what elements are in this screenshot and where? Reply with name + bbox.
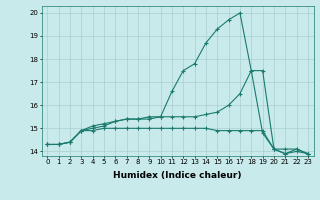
X-axis label: Humidex (Indice chaleur): Humidex (Indice chaleur) xyxy=(113,171,242,180)
